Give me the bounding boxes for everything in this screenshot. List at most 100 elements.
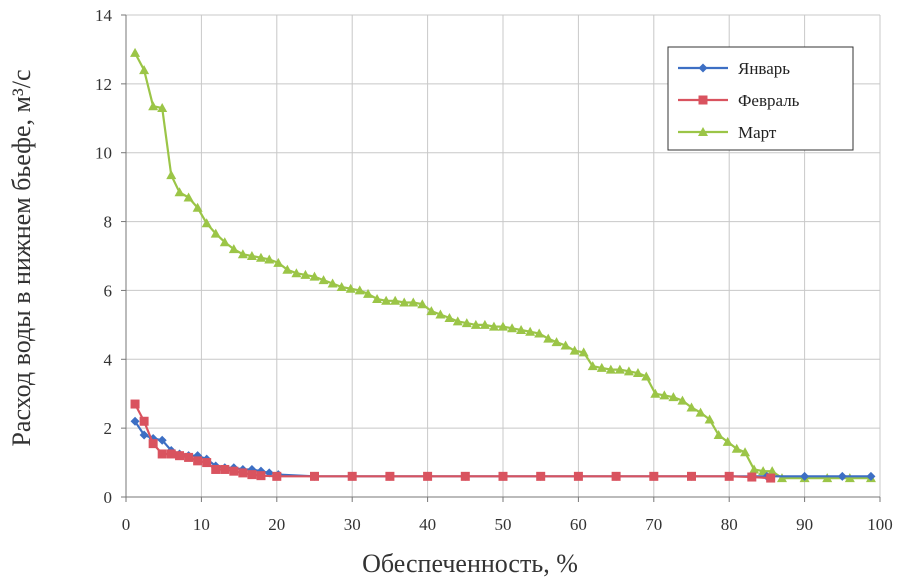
data-point (649, 471, 659, 481)
data-point (488, 321, 499, 331)
data-point (536, 471, 546, 481)
legend-item: Январь (678, 59, 790, 78)
data-point (273, 257, 284, 267)
data-point (347, 471, 357, 481)
x-tick-label: 50 (495, 515, 512, 534)
data-point (139, 65, 150, 75)
x-tick-label: 40 (419, 515, 436, 534)
data-point (318, 275, 329, 285)
legend-label: Март (738, 123, 777, 142)
data-point (192, 202, 203, 212)
data-point (385, 471, 395, 481)
data-point (130, 399, 140, 409)
data-point (157, 102, 168, 112)
data-point (390, 295, 401, 305)
data-point (452, 316, 463, 326)
data-point (551, 337, 562, 347)
data-point (632, 368, 643, 378)
data-point (183, 192, 194, 202)
data-point (246, 251, 257, 260)
data-point (345, 283, 356, 293)
data-point (659, 390, 670, 400)
data-point (560, 340, 571, 350)
x-axis-title: Обеспеченность, % (362, 549, 578, 578)
data-point (525, 326, 536, 336)
data-point (220, 464, 230, 474)
data-point (695, 407, 706, 417)
data-point (157, 435, 167, 445)
data-point (210, 228, 221, 238)
data-point (534, 328, 545, 338)
data-point (444, 312, 455, 322)
data-point (767, 466, 778, 476)
y-tick-label: 4 (104, 350, 113, 369)
data-point (776, 473, 787, 483)
data-point (202, 458, 212, 468)
data-point (569, 345, 580, 355)
x-tick-label: 100 (867, 515, 893, 534)
x-tick-label: 0 (122, 515, 131, 534)
data-point (461, 318, 472, 328)
data-point (573, 471, 583, 481)
data-point (219, 237, 230, 247)
data-point (749, 464, 760, 474)
data-point (255, 252, 266, 262)
y-tick-label: 12 (95, 75, 112, 94)
data-point (822, 473, 833, 483)
data-point (686, 402, 697, 412)
series-3 (130, 47, 876, 483)
data-point (228, 244, 239, 254)
data-point (479, 319, 490, 329)
data-point (740, 447, 751, 457)
data-point (174, 187, 185, 197)
data-point (354, 285, 365, 295)
x-tick-label: 30 (344, 515, 361, 534)
legend-marker (698, 63, 708, 73)
data-point (668, 392, 679, 402)
data-point (256, 471, 266, 481)
data-point (498, 321, 508, 331)
data-point (148, 439, 158, 449)
data-point (498, 471, 508, 481)
data-point (578, 347, 589, 357)
y-tick-label: 10 (95, 144, 112, 163)
data-point (722, 436, 733, 446)
data-point (211, 464, 221, 474)
data-point (800, 471, 810, 481)
data-point (309, 271, 320, 281)
data-point (611, 471, 621, 481)
data-point (408, 297, 419, 307)
x-tick-label: 70 (645, 515, 662, 534)
data-point (166, 449, 176, 459)
data-point (766, 473, 776, 483)
y-tick-label: 2 (104, 419, 113, 438)
data-point (372, 294, 383, 304)
axes (121, 14, 881, 502)
data-point (731, 443, 742, 453)
legend-label: Январь (738, 59, 790, 78)
data-point (148, 101, 159, 111)
data-point (866, 471, 876, 481)
data-point (623, 366, 634, 376)
data-point (201, 218, 212, 228)
y-tick-label: 0 (104, 488, 113, 507)
data-point (587, 361, 598, 371)
data-point (175, 451, 185, 461)
data-point (516, 325, 527, 335)
data-point (758, 466, 769, 476)
data-point (435, 309, 446, 319)
data-point (543, 333, 554, 343)
y-tick-label: 14 (95, 6, 113, 25)
data-point (837, 471, 847, 481)
data-point (677, 395, 688, 405)
data-point (282, 264, 293, 274)
series-layer (130, 47, 876, 483)
data-point (166, 170, 177, 180)
data-point (687, 471, 696, 481)
data-point (193, 456, 203, 466)
data-point (130, 47, 141, 57)
data-point (844, 473, 855, 483)
data-point (238, 468, 248, 478)
data-point (336, 281, 347, 291)
